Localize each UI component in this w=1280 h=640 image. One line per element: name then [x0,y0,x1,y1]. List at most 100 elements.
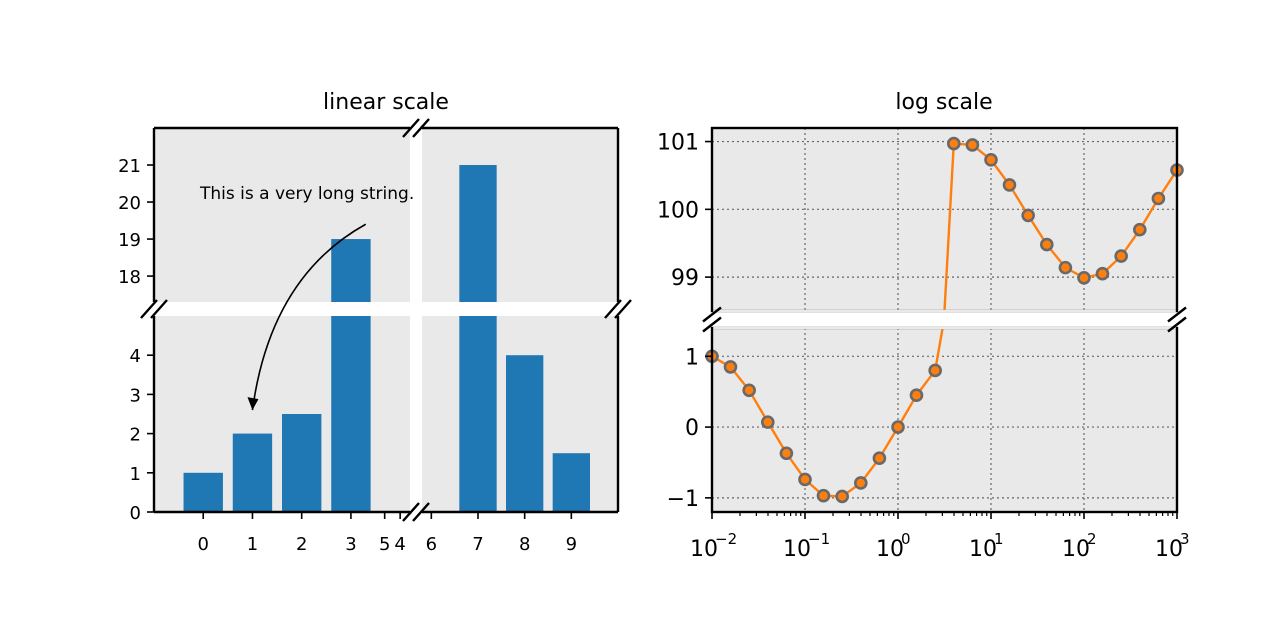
x-tick-exponent: −2 [715,530,737,548]
data-point [742,383,756,398]
data-point [909,388,924,403]
x-tick-exponent: 3 [1180,530,1190,548]
y-tick-label: 3 [130,385,141,406]
annotation-text: This is a very long string. [199,184,414,204]
y-tick-labels-linear: 0 1 2 3 4 18 19 20 21 [118,156,154,524]
x-tick-label: 5 [379,534,390,555]
break-marks-log [702,306,1187,333]
y-tick-label: 19 [118,230,141,251]
break-slash [402,502,420,522]
x-tick-label: 9 [566,534,577,555]
data-point [891,420,905,434]
y-tick-label: 1 [130,464,141,485]
data-point [1114,249,1128,263]
y-tick-label: 4 [130,346,141,367]
bar-3 [331,239,371,512]
y-tick-label: 100 [657,198,699,223]
break-slash [604,299,622,319]
x-tick-exponent: 0 [901,530,911,548]
x-tick-label: 10 [876,537,904,562]
y-tick-label: 99 [671,266,699,291]
x-break-gap [410,124,422,516]
data-point [779,446,794,461]
x-tick-label: 10 [783,537,811,562]
data-point [853,476,868,490]
data-point [723,360,738,374]
bar-8 [506,355,544,512]
bar-2 [282,414,322,512]
break-slash [402,118,420,138]
x-tick-label: 10 [969,537,997,562]
x-tick-exponent: 2 [1087,530,1097,548]
log-scale-chart: log scale 10−2 10−1 100 101 102 103 99100101−… [657,90,1190,562]
data-markers [705,136,1184,504]
data-point [946,136,961,151]
y-tick-label: 1 [685,345,699,370]
x-tick-label: 3 [345,534,356,555]
chart-title-linear: linear scale [323,90,449,115]
series-line-jump-lower [933,327,944,371]
x-tick-labels-log: 10−2 10−1 100 101 102 103 [690,512,1190,562]
break-slash [1167,316,1187,333]
x-tick-exponent: −1 [808,530,830,548]
break-mark-left-axis [140,299,168,319]
bar-7 [459,165,497,512]
data-point [1021,208,1035,223]
x-tick-exponent: 1 [994,530,1004,548]
bar-segment-lower [331,316,371,512]
bars [183,165,590,512]
break-slash [140,299,158,319]
break-slash [1167,306,1187,323]
break-slash [614,299,632,319]
annotation-arrow [251,223,367,411]
break-mark-right-axis [1167,306,1187,333]
data-point [928,363,942,378]
x-tick-labels-linear: 0 1 2 3 45 6 7 8 9 [198,512,577,555]
bar-segment-upper [331,239,371,302]
data-point [760,415,775,429]
axes-frame-linear [152,126,620,514]
break-mark-left-axis [702,306,722,333]
break-slash [412,118,430,138]
y-tick-label: 2 [130,425,141,446]
x-tick-label: 10 [690,537,718,562]
annotation: This is a very long string. [199,184,414,411]
break-mark-right-axis [604,299,632,319]
bar-segment-lower [459,316,497,512]
y-tick-label: 0 [130,503,141,524]
axis-break-gap-log [708,311,1181,328]
x-tick-label: 0 [198,534,209,555]
data-point [1002,178,1017,192]
y-tick-label: 0 [685,416,699,441]
x-tick-label: 6 [426,534,437,555]
bar-0 [183,472,223,512]
data-point [835,489,849,504]
break-slash [412,502,430,522]
x-tick-label: 4 [394,534,405,555]
bar-1 [232,433,273,512]
break-mark-bottom [402,502,430,522]
break-slash [702,316,722,333]
bar-9 [552,453,590,512]
break-marks-linear [140,118,632,522]
data-point [1151,191,1166,206]
y-break-gap [150,302,622,316]
x-tick-label: 10 [1155,537,1183,562]
break-mark-top [402,118,430,138]
data-point [1132,222,1147,237]
x-tick-label: 10 [1062,537,1090,562]
y-tick-label: −1 [667,487,699,512]
bar-segment-upper [459,165,497,302]
data-point [798,472,812,487]
y-tick-label: 20 [118,193,141,214]
data-point [1058,260,1073,275]
annotation-arrowhead [247,397,259,411]
break-slash [150,299,168,319]
data-point [1095,266,1110,281]
data-point [1077,270,1091,285]
x-tick-label: 8 [519,534,530,555]
y-tick-label: 21 [118,156,141,177]
data-point [1039,237,1054,252]
